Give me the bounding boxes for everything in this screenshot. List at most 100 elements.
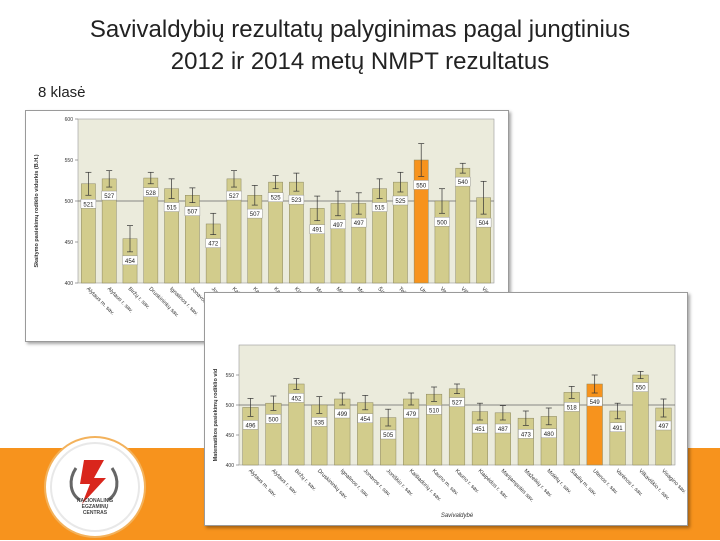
data-label-box <box>403 408 419 419</box>
data-label: 487 <box>498 427 509 433</box>
slide-title-line-2: 2012 ir 2014 metų NMPT rezultatus <box>170 48 550 75</box>
y-tick-label: 550 <box>226 373 235 379</box>
data-label-box <box>392 195 409 206</box>
data-label-box <box>163 202 180 212</box>
data-label-box <box>426 405 442 415</box>
bar <box>265 402 282 466</box>
data-label-box <box>586 396 603 407</box>
bar <box>81 183 96 284</box>
data-label-box <box>330 219 346 229</box>
data-label-box <box>101 190 117 201</box>
data-label: 500 <box>437 220 448 226</box>
data-label: 496 <box>245 423 256 429</box>
data-label-box <box>242 420 259 430</box>
data-label-box <box>184 206 201 216</box>
data-label: 497 <box>354 221 365 227</box>
data-label: 540 <box>458 180 469 186</box>
data-label-box <box>226 190 242 201</box>
data-label-box <box>413 180 429 190</box>
bar <box>426 393 443 466</box>
data-label: 491 <box>312 228 323 234</box>
data-label: 527 <box>452 401 463 407</box>
data-label: 550 <box>416 183 427 189</box>
data-label: 500 <box>268 417 279 423</box>
bar <box>413 159 429 284</box>
data-label-box <box>288 194 305 205</box>
logo-text-line: NACIONALINIS <box>76 498 114 504</box>
data-label: 451 <box>475 427 486 433</box>
data-label: 515 <box>167 206 178 212</box>
data-label: 454 <box>360 417 371 423</box>
bar <box>351 203 367 284</box>
y-tick-label: 400 <box>226 463 235 469</box>
y-tick-label: 550 <box>65 158 74 164</box>
data-label-box <box>495 423 511 434</box>
data-label: 505 <box>383 433 394 439</box>
data-label-box <box>311 417 328 427</box>
x-axis-label: Savivaldybė <box>441 513 474 519</box>
bar <box>357 402 374 466</box>
bar <box>494 412 511 466</box>
data-label-box <box>247 208 263 219</box>
math-chart-panel: 400 450 500 550 Matematikos pasiekimų rodikl… <box>204 292 688 526</box>
data-label-box <box>455 176 471 187</box>
data-label: 497 <box>333 223 344 229</box>
data-label: 491 <box>613 426 624 432</box>
data-label: 480 <box>544 432 555 438</box>
data-label: 499 <box>337 412 348 418</box>
data-label: 523 <box>291 198 302 204</box>
data-label-box <box>434 217 450 227</box>
nec-logo-text: NACIONALINIS EGZAMINŲ CENTRAS <box>46 498 144 516</box>
data-label-box <box>564 402 580 412</box>
slide-title-line-1: Savivaldybių rezultatų palyginimas pagal… <box>89 16 631 43</box>
data-label: 473 <box>521 432 532 438</box>
y-tick-label: 450 <box>65 240 74 246</box>
data-label-box <box>609 422 626 433</box>
reading-chart-panel: 400 450 500 550 600 Skaitymo pasiekimų rodikl… <box>25 110 509 342</box>
logo-text-line: CENTRAS <box>82 510 108 516</box>
data-label-box <box>122 255 138 266</box>
data-label: 515 <box>375 206 386 212</box>
data-label: 507 <box>250 212 261 218</box>
logo-text-line: EGZAMINŲ <box>81 504 109 510</box>
data-label: 550 <box>636 386 647 392</box>
slide-title: Savivaldybių rezultatų palyginimas pagal… <box>40 14 680 78</box>
bar <box>586 383 603 466</box>
data-label-box <box>143 187 159 197</box>
data-label-box <box>205 238 221 248</box>
nec-logo: NACIONALINIS EGZAMINŲ CENTRAS <box>46 438 144 536</box>
data-label: 454 <box>125 259 136 265</box>
grade-label: 8 klasė <box>38 84 86 101</box>
bar <box>247 195 263 284</box>
data-label: 472 <box>208 242 219 248</box>
data-label-box <box>472 423 488 434</box>
data-label-box <box>518 429 534 439</box>
data-label-box <box>541 428 557 439</box>
data-label: 528 <box>146 191 157 197</box>
data-label: 525 <box>271 196 282 202</box>
data-label: 507 <box>187 210 198 216</box>
data-label-box <box>371 202 388 212</box>
y-tick-label: 500 <box>226 403 235 409</box>
nec-emblem-icon <box>50 442 140 532</box>
data-label-box <box>449 397 465 407</box>
data-label: 504 <box>479 221 490 227</box>
data-label-box <box>655 420 672 431</box>
y-tick-label: 450 <box>226 433 235 439</box>
data-label-box <box>267 192 284 202</box>
data-label-box <box>265 414 282 424</box>
data-label: 527 <box>229 194 240 200</box>
data-label-box <box>351 217 367 228</box>
data-label-box <box>380 429 396 440</box>
data-label-box <box>334 408 350 419</box>
category-label: Biržų r. sav. <box>293 468 318 493</box>
data-label-box <box>475 217 492 228</box>
y-axis-label: Skaitymo pasiekimų rodiklio vidurkis (B.… <box>34 154 40 267</box>
y-tick-label: 600 <box>65 117 74 123</box>
data-label: 525 <box>395 199 406 205</box>
bar <box>311 404 328 466</box>
data-label: 497 <box>659 424 670 430</box>
y-tick-label: 400 <box>65 281 74 287</box>
y-tick-label: 500 <box>65 199 74 205</box>
data-label: 535 <box>314 420 325 426</box>
